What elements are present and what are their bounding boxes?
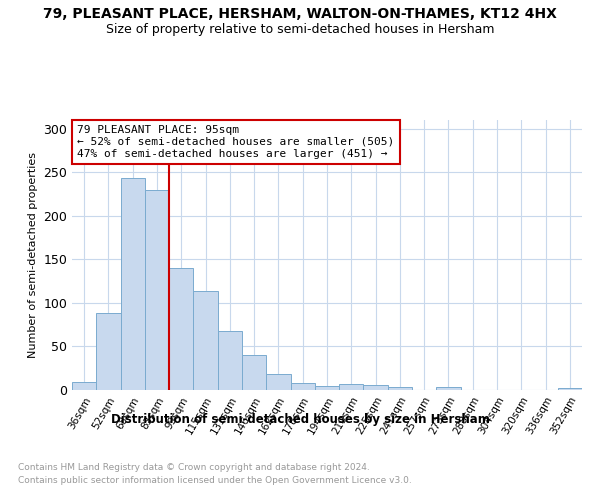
Bar [364,385,388,390]
Bar [266,374,290,390]
Bar [72,382,96,390]
Bar [218,331,242,390]
Bar [121,178,145,390]
Text: Size of property relative to semi-detached houses in Hersham: Size of property relative to semi-detach… [106,22,494,36]
Bar [388,388,412,390]
Bar [290,383,315,390]
Bar [339,384,364,390]
Bar [436,388,461,390]
Bar [315,386,339,390]
Bar [193,290,218,390]
Text: 79, PLEASANT PLACE, HERSHAM, WALTON-ON-THAMES, KT12 4HX: 79, PLEASANT PLACE, HERSHAM, WALTON-ON-T… [43,8,557,22]
Bar [242,355,266,390]
Text: Contains public sector information licensed under the Open Government Licence v3: Contains public sector information licen… [18,476,412,485]
Bar [145,190,169,390]
Y-axis label: Number of semi-detached properties: Number of semi-detached properties [28,152,38,358]
Bar [169,268,193,390]
Text: Distribution of semi-detached houses by size in Hersham: Distribution of semi-detached houses by … [110,412,490,426]
Bar [558,388,582,390]
Text: Contains HM Land Registry data © Crown copyright and database right 2024.: Contains HM Land Registry data © Crown c… [18,462,370,471]
Bar [96,314,121,390]
Text: 79 PLEASANT PLACE: 95sqm
← 52% of semi-detached houses are smaller (505)
47% of : 79 PLEASANT PLACE: 95sqm ← 52% of semi-d… [77,126,394,158]
